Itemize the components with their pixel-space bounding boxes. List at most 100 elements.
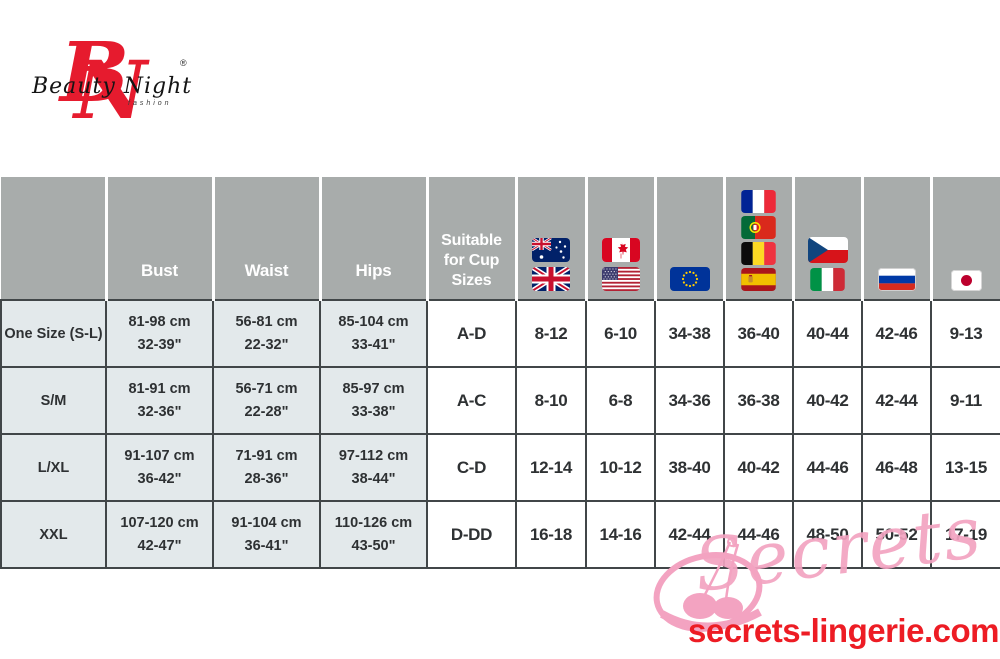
cell-ru: 46-48 xyxy=(861,433,932,502)
cell-cz-it: 40-44 xyxy=(792,299,863,368)
cell-line-in: 22-32" xyxy=(244,336,289,353)
cell-line-in: 36-41" xyxy=(244,537,289,554)
cell-ca-us: 6-10 xyxy=(585,299,656,368)
cell-waist: 91-104 cm 36-41" xyxy=(212,500,321,569)
cell-line-in: 32-39" xyxy=(137,336,182,353)
cell-cup: A-D xyxy=(426,299,517,368)
cell-line-in: 22-28" xyxy=(244,403,289,420)
cell-hips: 85-97 cm 33-38" xyxy=(319,366,428,435)
cell-jp: 9-11 xyxy=(930,366,1000,435)
header-size xyxy=(1,177,106,300)
cell-ru: 42-46 xyxy=(861,299,932,368)
cell-eu: 34-38 xyxy=(654,299,725,368)
table-row-lxl: L/XL 91-107 cm 36-42" 71-91 cm 28-36" 97-1… xyxy=(0,433,1000,502)
cell-line-cm: 56-81 cm xyxy=(235,314,298,331)
flag-japan-icon xyxy=(951,270,983,291)
cell-jp: 13-15 xyxy=(930,433,1000,502)
flag-stack-ca-us xyxy=(588,238,654,293)
cell-line-cm: 110-126 cm xyxy=(334,515,413,532)
flag-france-icon xyxy=(741,190,776,213)
cell-cup: A-C xyxy=(426,366,517,435)
cell-line-cm: 71-91 cm xyxy=(235,448,298,465)
logo-subtitle: fashion xyxy=(128,100,172,107)
header-hips-label: Hips xyxy=(355,260,392,280)
cell-cz-it: 44-46 xyxy=(792,433,863,502)
cell-uk-au: 16-18 xyxy=(515,500,587,569)
cell-jp: 17-19 xyxy=(930,500,1000,569)
cell-ca-us: 14-16 xyxy=(585,500,656,569)
cell-bust: 107-120 cm 42-47" xyxy=(105,500,214,569)
cell-line-cm: 97-112 cm xyxy=(338,448,409,465)
header-cz-it xyxy=(791,177,862,300)
header-waist: Waist xyxy=(211,177,320,300)
header-cup-sizes: Suitable for Cup Sizes xyxy=(425,177,516,300)
cell-size-label: S/M xyxy=(0,366,107,435)
cell-line-cm: 85-97 cm xyxy=(342,381,405,398)
cell-line-cm: 81-98 cm xyxy=(128,314,191,331)
flag-belgium-icon xyxy=(741,242,776,265)
header-bust-label: Bust xyxy=(141,260,178,280)
table-row-xxl: XXL 107-120 cm 42-47" 91-104 cm 36-41" 110… xyxy=(0,500,1000,569)
cell-line-in: 33-41" xyxy=(351,336,396,353)
cell-hips: 85-104 cm 33-41" xyxy=(319,299,428,368)
flag-stack-eu xyxy=(657,267,723,293)
bikini-icon xyxy=(653,537,763,632)
flag-stack-uk-au xyxy=(518,238,585,293)
flag-portugal-icon xyxy=(741,216,776,239)
flag-australia-icon xyxy=(532,238,570,262)
header-ru xyxy=(860,177,931,300)
flag-stack-ru xyxy=(864,268,930,293)
cell-ca-us: 6-8 xyxy=(585,366,656,435)
cell-cz-it: 40-42 xyxy=(792,366,863,435)
header-hips: Hips xyxy=(318,177,427,300)
flag-czech-republic-icon xyxy=(807,237,848,263)
cell-waist: 56-81 cm 22-32" xyxy=(212,299,321,368)
cell-line-cm: 91-107 cm xyxy=(124,448,195,465)
cell-eu: 38-40 xyxy=(654,433,725,502)
flag-european-union-icon xyxy=(669,267,710,291)
flag-united-kingdom-icon xyxy=(532,267,570,291)
cell-hips: 110-126 cm 43-50" xyxy=(319,500,428,569)
cell-eu: 34-36 xyxy=(654,366,725,435)
header-fr-pt-be-es xyxy=(722,177,793,300)
size-chart-table: Bust Waist Hips Suitable for Cup Sizes xyxy=(0,177,1000,569)
cell-size-label: One Size (S-L) xyxy=(0,299,107,368)
cell-line-cm: 56-71 cm xyxy=(235,381,298,398)
cell-line-in: 42-47" xyxy=(137,537,182,554)
table-row-one-size: One Size (S-L) 81-98 cm 32-39" 56-81 cm 22… xyxy=(0,299,1000,368)
flag-canada-icon xyxy=(601,238,640,262)
cell-fr-pt-be-es: 40-42 xyxy=(723,433,794,502)
registered-trademark-icon: ® xyxy=(180,58,187,68)
header-jp xyxy=(929,177,1000,300)
cell-line-cm: 85-104 cm xyxy=(338,314,409,331)
header-uk-au xyxy=(514,177,586,300)
flag-russia-icon xyxy=(877,268,916,291)
cell-line-in: 28-36" xyxy=(244,470,289,487)
cell-cz-it: 48-50 xyxy=(792,500,863,569)
cell-waist: 56-71 cm 22-28" xyxy=(212,366,321,435)
cell-bust: 91-107 cm 36-42" xyxy=(105,433,214,502)
cell-bust: 81-98 cm 32-39" xyxy=(105,299,214,368)
cell-size-label: XXL xyxy=(0,500,107,569)
cell-line-in: 32-36" xyxy=(137,403,182,420)
cell-bust: 81-91 cm 32-36" xyxy=(105,366,214,435)
header-waist-label: Waist xyxy=(244,260,289,280)
cell-uk-au: 8-10 xyxy=(515,366,587,435)
header-cup-label: Suitable for Cup Sizes xyxy=(441,232,502,289)
table-row-sm: S/M 81-91 cm 32-36" 56-71 cm 22-28" 85-97 … xyxy=(0,366,1000,435)
cell-waist: 71-91 cm 28-36" xyxy=(212,433,321,502)
logo-monogram-b-letter: B xyxy=(60,25,130,121)
cell-line-cm: 107-120 cm xyxy=(120,515,199,532)
header-bust: Bust xyxy=(104,177,213,300)
cell-line-in: 33-38" xyxy=(351,403,396,420)
cell-fr-pt-be-es: 36-38 xyxy=(723,366,794,435)
cell-uk-au: 12-14 xyxy=(515,433,587,502)
cell-ca-us: 10-12 xyxy=(585,433,656,502)
cell-cup: C-D xyxy=(426,433,517,502)
header-ca-us xyxy=(584,177,655,300)
brand-logo: B N Beauty Night ® fashion xyxy=(30,32,210,138)
cell-fr-pt-be-es: 44-46 xyxy=(723,500,794,569)
flag-stack-jp xyxy=(933,270,1000,293)
cell-ru: 42-44 xyxy=(861,366,932,435)
